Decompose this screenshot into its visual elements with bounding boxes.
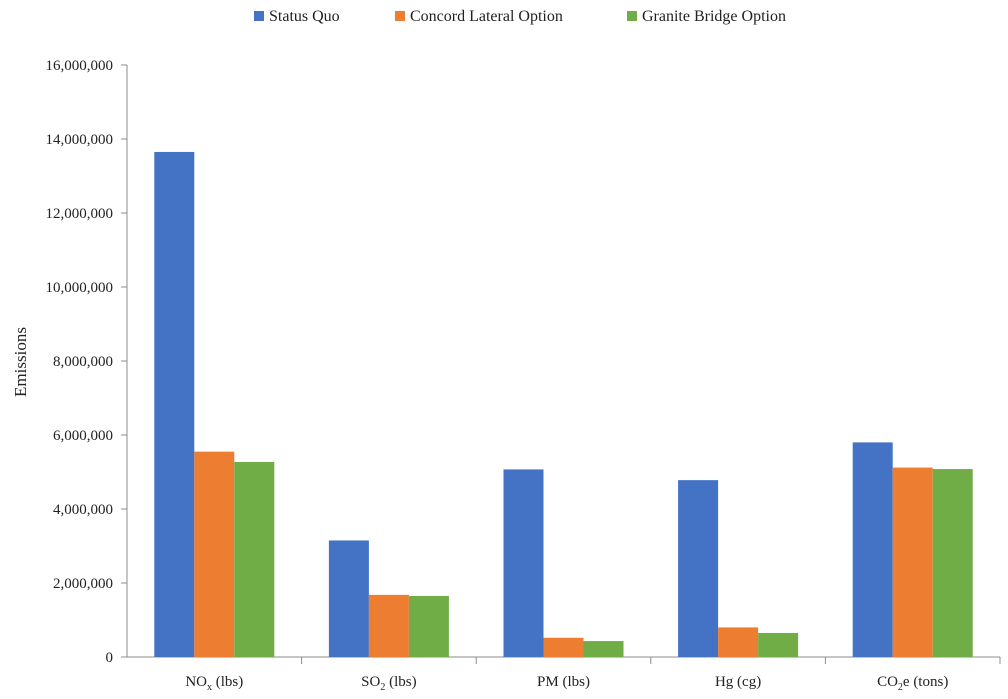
bar-concord-lateral-option [368, 594, 409, 657]
bar-status-quo [154, 151, 195, 657]
legend-swatch [395, 11, 405, 21]
y-tick-label: 0 [106, 650, 114, 666]
y-tick-label: 2,000,000 [53, 576, 113, 592]
x-category-label: NOx (lbs) [185, 674, 243, 693]
legend-swatch [627, 11, 637, 21]
x-category-label: Hg (cg) [715, 674, 761, 690]
y-tick-label: 8,000,000 [53, 354, 113, 370]
bar-status-quo [503, 469, 544, 657]
bar-concord-lateral-option [194, 451, 235, 657]
y-tick-label: 16,000,000 [46, 58, 114, 74]
y-axis-title: Emissions [11, 327, 30, 397]
bar-status-quo [678, 480, 719, 657]
axes: 0 2,000,000 4,000,000 6,000,000 8,000,000 10,… [46, 58, 1001, 666]
y-tick-label: 4,000,000 [53, 502, 113, 518]
legend-label: Granite Bridge Option [642, 8, 786, 25]
bar-granite-bridge-option [932, 469, 973, 657]
legend-item: Status Quo [254, 8, 340, 25]
x-category-label: SO2 (lbs) [361, 674, 416, 693]
y-tick-label: 12,000,000 [46, 206, 114, 222]
y-tick-label: 10,000,000 [46, 280, 114, 296]
bar-status-quo [328, 540, 369, 657]
category-labels: NOx (lbs) SO2 (lbs) PM (lbs) Hg (cg) CO2e (t… [185, 674, 948, 693]
x-category-label: PM (lbs) [537, 674, 590, 690]
legend-label: Concord Lateral Option [410, 8, 563, 25]
legend-item: Granite Bridge Option [627, 8, 786, 25]
legend-swatch [254, 11, 264, 21]
legend-item: Concord Lateral Option [395, 8, 563, 25]
bar-granite-bridge-option [408, 595, 449, 657]
legend: Status Quo Concord Lateral Option Granite … [254, 8, 786, 25]
bar-concord-lateral-option [718, 627, 759, 657]
legend-label: Status Quo [269, 8, 340, 25]
bar-concord-lateral-option [892, 467, 933, 657]
y-tick-label: 6,000,000 [53, 428, 113, 444]
bar-granite-bridge-option [234, 462, 275, 657]
bar-granite-bridge-option [758, 632, 799, 657]
bar-concord-lateral-option [543, 637, 584, 657]
bar-status-quo [852, 442, 893, 657]
bars [154, 151, 973, 657]
bar-granite-bridge-option [583, 641, 624, 657]
x-category-label: CO2e (tons) [877, 674, 948, 693]
y-tick-label: 14,000,000 [46, 132, 114, 148]
